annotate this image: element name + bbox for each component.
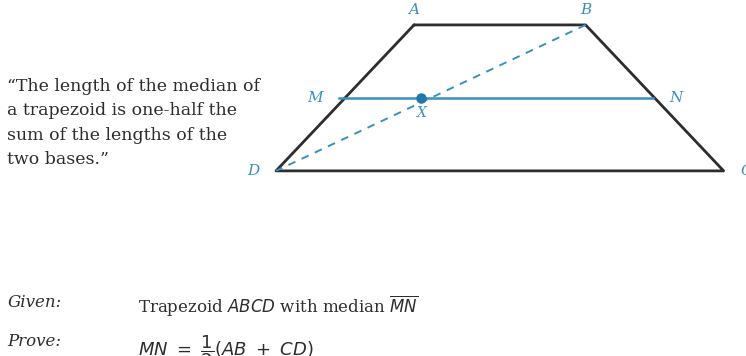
Text: A: A	[409, 3, 419, 17]
Text: Given:: Given:	[7, 294, 62, 311]
Text: B: B	[580, 3, 592, 17]
Text: D: D	[248, 164, 260, 178]
Text: X: X	[416, 106, 427, 120]
Text: Trapezoid $\mathit{ABCD}$ with median $\overline{\mathit{MN}}$: Trapezoid $\mathit{ABCD}$ with median $\…	[138, 294, 419, 319]
Text: $\mathit{MN}\ =\ \dfrac{1}{2}(\mathit{AB}\ +\ \mathit{CD})$: $\mathit{MN}\ =\ \dfrac{1}{2}(\mathit{AB…	[138, 333, 314, 356]
Text: N: N	[669, 91, 683, 105]
Text: M: M	[307, 91, 323, 105]
Text: Prove:: Prove:	[7, 333, 61, 350]
Text: “The length of the median of
a trapezoid is one-half the
sum of the lengths of t: “The length of the median of a trapezoid…	[7, 78, 260, 168]
Text: C: C	[740, 164, 746, 178]
